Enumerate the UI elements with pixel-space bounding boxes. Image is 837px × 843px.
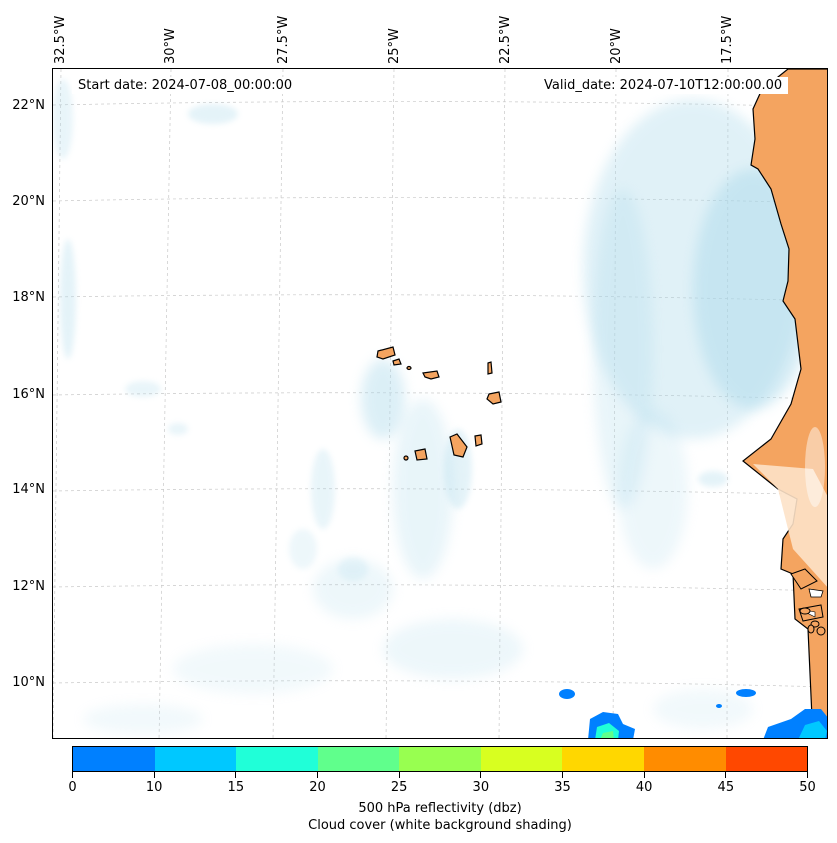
colorbar-tick-mark [725,772,727,778]
lon-label-25w: 25°W [387,28,402,64]
colorbar-tick-mark [398,772,400,778]
colorbar-segment-2 [236,747,318,771]
lon-label-27-5w: 27.5°W [276,15,291,64]
colorbar-segment-3 [317,747,400,771]
colorbar-tick-label: 20 [309,780,326,795]
colorbar-segment-0 [73,747,155,771]
cloud-cover-shading [53,79,813,734]
lon-label-20w: 20°W [609,28,624,64]
valid-date-label: Valid_date: 2024-07-10T12:00:00.00 [538,77,789,94]
lon-label-22-5w: 22.5°W [498,15,513,64]
map-canvas [53,69,827,738]
colorbar-segment-8 [725,747,808,771]
colorbar-tick-mark [807,772,808,778]
africa-landmass [742,69,827,738]
colorbar-tick-label: 50 [799,780,816,795]
colorbar-segment-5 [480,747,563,771]
lat-label-14n: 14°N [12,482,45,497]
colorbar-segment-4 [399,747,481,771]
lat-label-12n: 12°N [12,579,45,594]
colorbar-tick-mark [72,772,73,778]
colorbar-tick-label: 45 [717,780,735,795]
lat-label-20n: 20°N [12,194,45,209]
lat-label-16n: 16°N [12,387,45,402]
colorbar-tick-mark [562,772,563,778]
map-panel [52,68,828,739]
colorbar-tick-mark [480,772,482,778]
colorbar-tick-mark [643,772,645,778]
lon-label-30w: 30°W [163,28,178,64]
colorbar-tick-label: 10 [145,780,163,795]
lon-label-32-5w: 32.5°W [53,15,68,64]
colorbar-tick-label: 15 [227,780,245,795]
reflectivity-colorbar [72,746,808,772]
bijagos-islands [799,607,826,636]
colorbar-segment-6 [562,747,644,771]
colorbar-tick-mark [235,772,237,778]
colorbar-tick-label: 0 [68,780,77,795]
reflectivity-cells [559,689,827,738]
colorbar-label-reflectivity: 500 hPa reflectivity (dbz) [358,801,522,816]
lat-label-22n: 22°N [12,98,45,113]
colorbar-tick-label: 25 [390,780,408,795]
colorbar-tick-label: 30 [472,780,490,795]
colorbar-tick-mark [153,772,155,778]
colorbar-segment-1 [154,747,237,771]
colorbar-segment-7 [643,747,726,771]
colorbar-tick-label: 40 [635,780,653,795]
start-date-label: Start date: 2024-07-08_00:00:00 [72,77,299,94]
colorbar-tick-mark [317,772,318,778]
cape-verde-islands [376,346,502,461]
lon-label-17-5w: 17.5°W [720,15,735,64]
lat-label-18n: 18°N [12,290,45,305]
lat-label-10n: 10°N [12,675,45,690]
colorbar-tick-label: 35 [554,780,571,795]
colorbar-label-cloud-cover: Cloud cover (white background shading) [308,818,572,833]
